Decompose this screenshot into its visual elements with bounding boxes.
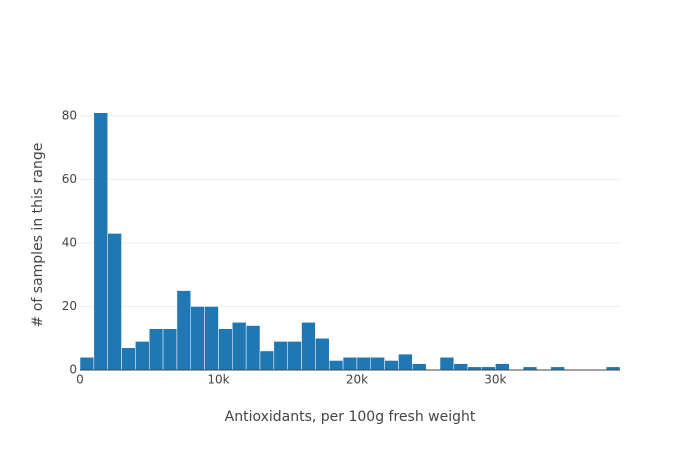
bar bbox=[342, 357, 358, 371]
x-tick-label: 10k bbox=[207, 373, 229, 387]
bar bbox=[315, 337, 330, 371]
bar bbox=[121, 347, 136, 371]
x-tick-label: 0 bbox=[76, 373, 84, 387]
bar bbox=[218, 328, 233, 371]
bar bbox=[162, 328, 178, 371]
bar bbox=[301, 322, 316, 371]
bar bbox=[412, 363, 427, 371]
bar bbox=[245, 325, 261, 371]
bar bbox=[495, 363, 510, 371]
y-tick-label: 20 bbox=[62, 299, 77, 313]
bar bbox=[232, 322, 247, 371]
bar bbox=[148, 328, 164, 371]
y-tick-label: 80 bbox=[62, 108, 77, 122]
y-tick-label: 40 bbox=[62, 235, 77, 249]
x-tick-label: 20k bbox=[346, 373, 368, 387]
bar bbox=[176, 290, 192, 371]
bar bbox=[79, 357, 95, 371]
bar bbox=[273, 341, 288, 371]
bar bbox=[356, 357, 372, 371]
y-tick-label: 0 bbox=[69, 363, 77, 377]
bar bbox=[384, 360, 399, 371]
x-axis-title: Antioxidants, per 100g fresh weight bbox=[225, 409, 476, 425]
y-axis-title: # of samples in this range bbox=[30, 143, 46, 328]
bar bbox=[259, 350, 275, 371]
bar bbox=[439, 357, 455, 371]
bar bbox=[93, 112, 108, 371]
bar bbox=[107, 233, 122, 371]
x-tick-label: 30k bbox=[484, 373, 506, 387]
bar bbox=[135, 341, 150, 371]
y-tick-label: 60 bbox=[62, 172, 77, 186]
bar bbox=[190, 306, 205, 371]
bar bbox=[287, 341, 302, 371]
bar bbox=[204, 306, 219, 371]
bar bbox=[453, 363, 468, 371]
bar bbox=[328, 360, 344, 371]
bar bbox=[398, 353, 413, 371]
bar bbox=[370, 357, 385, 371]
